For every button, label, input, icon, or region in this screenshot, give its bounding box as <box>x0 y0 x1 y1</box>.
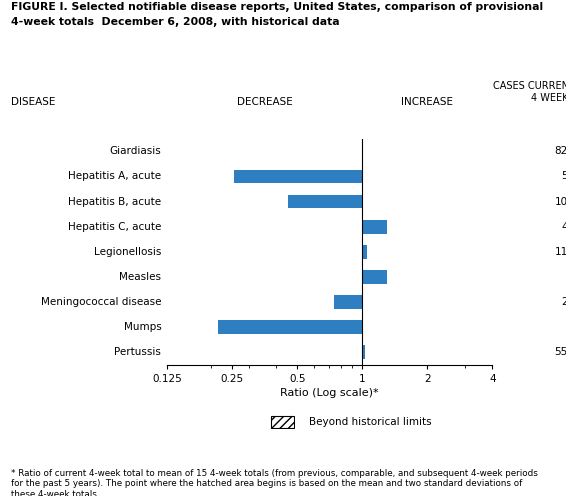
Bar <box>334 295 362 309</box>
Text: Mumps: Mumps <box>123 322 161 332</box>
Text: 54: 54 <box>561 172 566 182</box>
Text: Hepatitis C, acute: Hepatitis C, acute <box>68 222 161 232</box>
Bar <box>271 416 294 428</box>
Text: * Ratio of current 4-week total to mean of 15 4-week totals (from previous, comp: * Ratio of current 4-week total to mean … <box>11 469 538 496</box>
Text: 111: 111 <box>555 247 566 257</box>
Text: Beyond historical limits: Beyond historical limits <box>309 417 432 427</box>
Bar <box>218 320 362 334</box>
Bar <box>362 245 367 258</box>
Text: 29: 29 <box>561 297 566 307</box>
Text: 44: 44 <box>561 222 566 232</box>
Text: Hepatitis B, acute: Hepatitis B, acute <box>68 196 161 206</box>
Text: Meningococcal disease: Meningococcal disease <box>41 297 161 307</box>
Bar <box>362 270 387 284</box>
Text: Legionellosis: Legionellosis <box>94 247 161 257</box>
Text: DISEASE: DISEASE <box>11 97 55 107</box>
Text: 551: 551 <box>555 347 566 357</box>
Bar <box>234 170 362 184</box>
Text: CASES CURRENT
4 WEEKS: CASES CURRENT 4 WEEKS <box>492 81 566 103</box>
Bar <box>362 345 365 359</box>
Text: 821: 821 <box>555 146 566 156</box>
Text: 109: 109 <box>555 196 566 206</box>
Text: Hepatitis A, acute: Hepatitis A, acute <box>68 172 161 182</box>
Bar <box>362 220 387 234</box>
Text: Giardiasis: Giardiasis <box>110 146 161 156</box>
X-axis label: Ratio (Log scale)*: Ratio (Log scale)* <box>280 388 379 398</box>
Text: DECREASE: DECREASE <box>237 97 293 107</box>
Bar <box>288 194 362 208</box>
Text: 4-week totals  December 6, 2008, with historical data: 4-week totals December 6, 2008, with his… <box>11 17 340 27</box>
Text: FIGURE I. Selected notifiable disease reports, United States, comparison of prov: FIGURE I. Selected notifiable disease re… <box>11 2 543 12</box>
Text: Measles: Measles <box>119 272 161 282</box>
Text: Pertussis: Pertussis <box>114 347 161 357</box>
Text: INCREASE: INCREASE <box>401 97 453 107</box>
